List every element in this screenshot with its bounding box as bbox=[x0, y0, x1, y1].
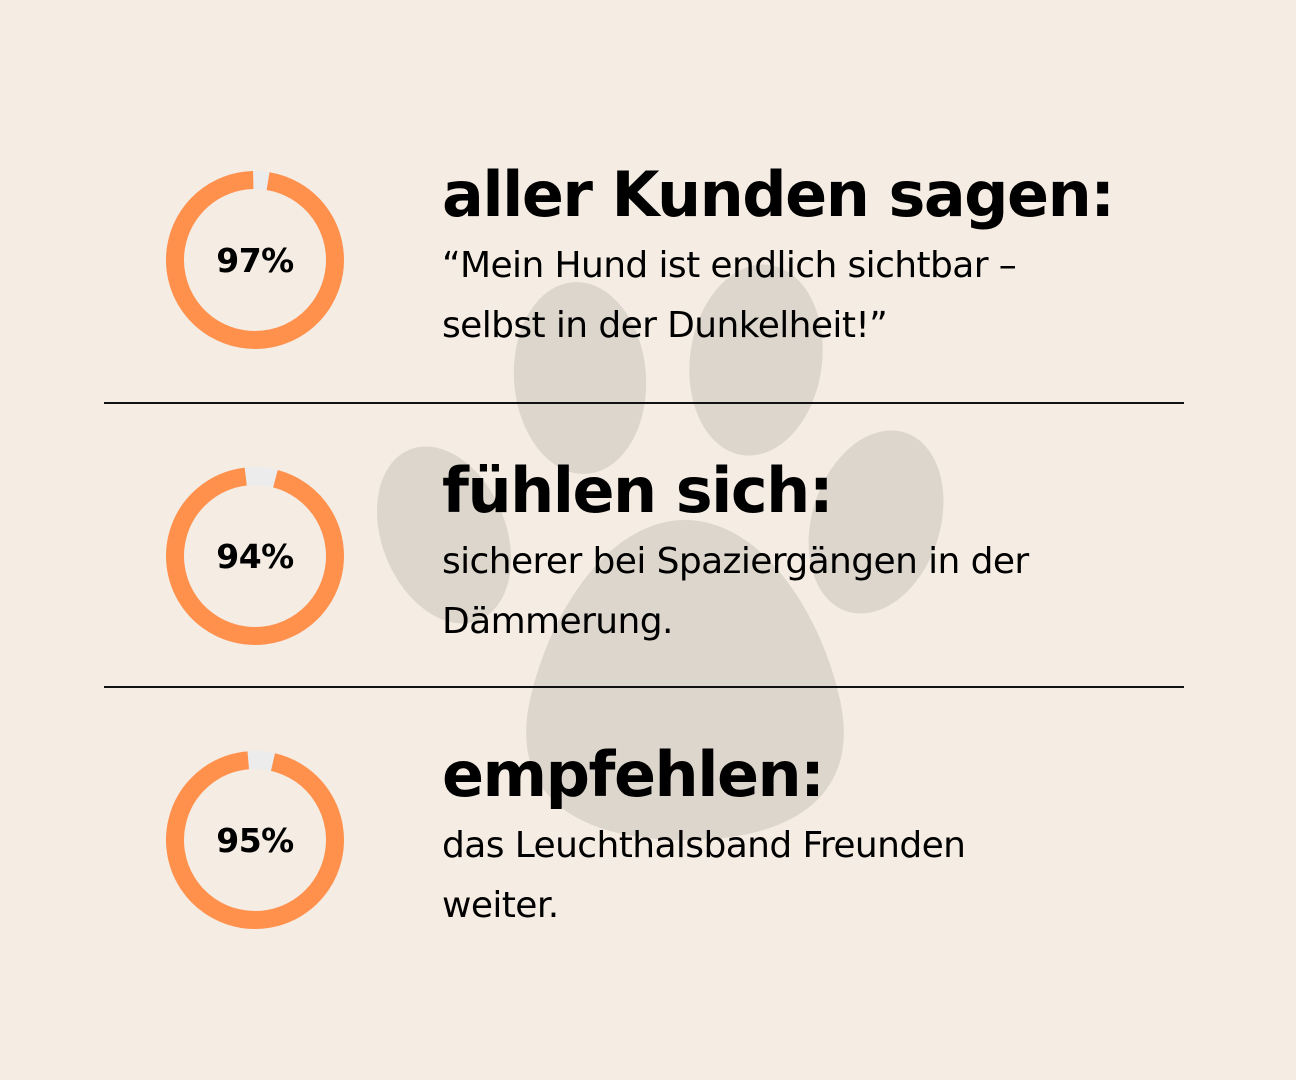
percent-value: 94% bbox=[216, 536, 294, 576]
description-line: Dämmerung. bbox=[442, 601, 673, 642]
progress-ring bbox=[166, 467, 344, 645]
description-line: weiter. bbox=[442, 885, 559, 926]
description-line: das Leuchthalsband Freunden bbox=[442, 825, 966, 866]
paw-toe-left bbox=[376, 446, 512, 624]
divider bbox=[104, 402, 1184, 404]
description-line: “Mein Hund ist endlich sichtbar – bbox=[442, 245, 1017, 286]
stat-description: “Mein Hund ist endlich sichtbar – selbst… bbox=[442, 236, 1162, 356]
paw-pad bbox=[526, 520, 844, 840]
stat-row-recommend: 95% empfehlen: das Leuchthalsband Freund… bbox=[0, 700, 1296, 980]
stat-description: sicherer bei Spaziergängen in der Dämmer… bbox=[442, 532, 1162, 652]
paw-toe-middle-right bbox=[689, 264, 823, 456]
stat-description: das Leuchthalsband Freunden weiter. bbox=[442, 816, 1162, 936]
progress-ring-fill bbox=[166, 467, 344, 645]
progress-ring bbox=[166, 751, 344, 929]
stat-row-feel-safer: 94% fühlen sich: sicherer bei Spaziergän… bbox=[0, 416, 1296, 696]
paw-toe-right bbox=[808, 430, 944, 614]
progress-ring bbox=[166, 171, 344, 349]
divider bbox=[104, 686, 1184, 688]
paw-toe-middle-left bbox=[513, 282, 647, 474]
percent-value: 95% bbox=[216, 820, 294, 860]
progress-ring-fill bbox=[166, 751, 344, 929]
description-line: selbst in der Dunkelheit!” bbox=[442, 305, 888, 346]
description-line: sicherer bei Spaziergängen in der bbox=[442, 541, 1029, 582]
stat-heading: aller Kunden sagen: bbox=[442, 158, 1115, 231]
percent-value: 97% bbox=[216, 240, 294, 280]
stat-heading: fühlen sich: bbox=[442, 454, 834, 527]
stat-heading: empfehlen: bbox=[442, 738, 825, 811]
stat-row-customers-say: 97% aller Kunden sagen: “Mein Hund ist e… bbox=[0, 120, 1296, 400]
